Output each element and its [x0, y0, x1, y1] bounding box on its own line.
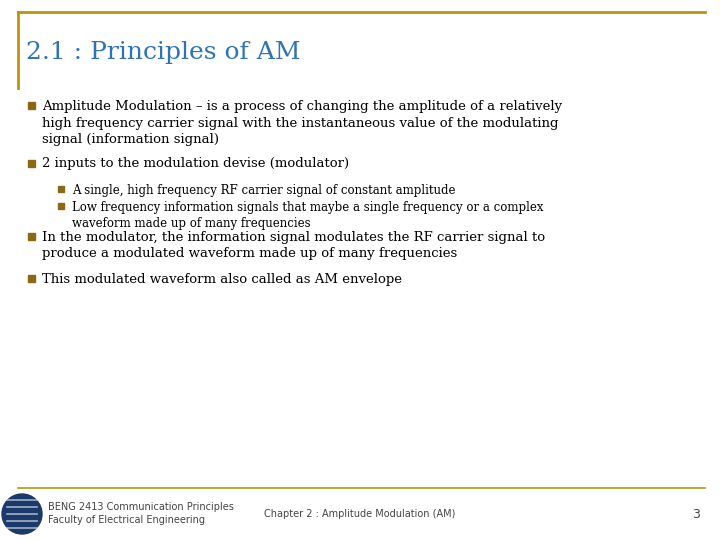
- Text: This modulated waveform also called as AM envelope: This modulated waveform also called as A…: [42, 273, 402, 286]
- Text: 2 inputs to the modulation devise (modulator): 2 inputs to the modulation devise (modul…: [42, 158, 349, 171]
- Text: 2.1 : Principles of AM: 2.1 : Principles of AM: [26, 40, 300, 64]
- Bar: [58, 202, 64, 208]
- Text: BENG 2413 Communication Principles: BENG 2413 Communication Principles: [48, 502, 234, 512]
- Bar: [28, 159, 35, 166]
- Text: Amplitude Modulation – is a process of changing the amplitude of a relatively
hi: Amplitude Modulation – is a process of c…: [42, 100, 562, 146]
- Text: Faculty of Electrical Engineering: Faculty of Electrical Engineering: [48, 515, 205, 525]
- Circle shape: [2, 494, 42, 534]
- Bar: [28, 102, 35, 109]
- Bar: [28, 274, 35, 281]
- Bar: [28, 233, 35, 240]
- Text: Low frequency information signals that maybe a single frequency or a complex
wav: Low frequency information signals that m…: [72, 200, 544, 230]
- Bar: [58, 186, 64, 192]
- Text: A single, high frequency RF carrier signal of constant amplitude: A single, high frequency RF carrier sign…: [72, 184, 456, 197]
- Text: In the modulator, the information signal modulates the RF carrier signal to
prod: In the modulator, the information signal…: [42, 231, 545, 260]
- Text: 3: 3: [692, 508, 700, 521]
- Text: Chapter 2 : Amplitude Modulation (AM): Chapter 2 : Amplitude Modulation (AM): [264, 509, 456, 519]
